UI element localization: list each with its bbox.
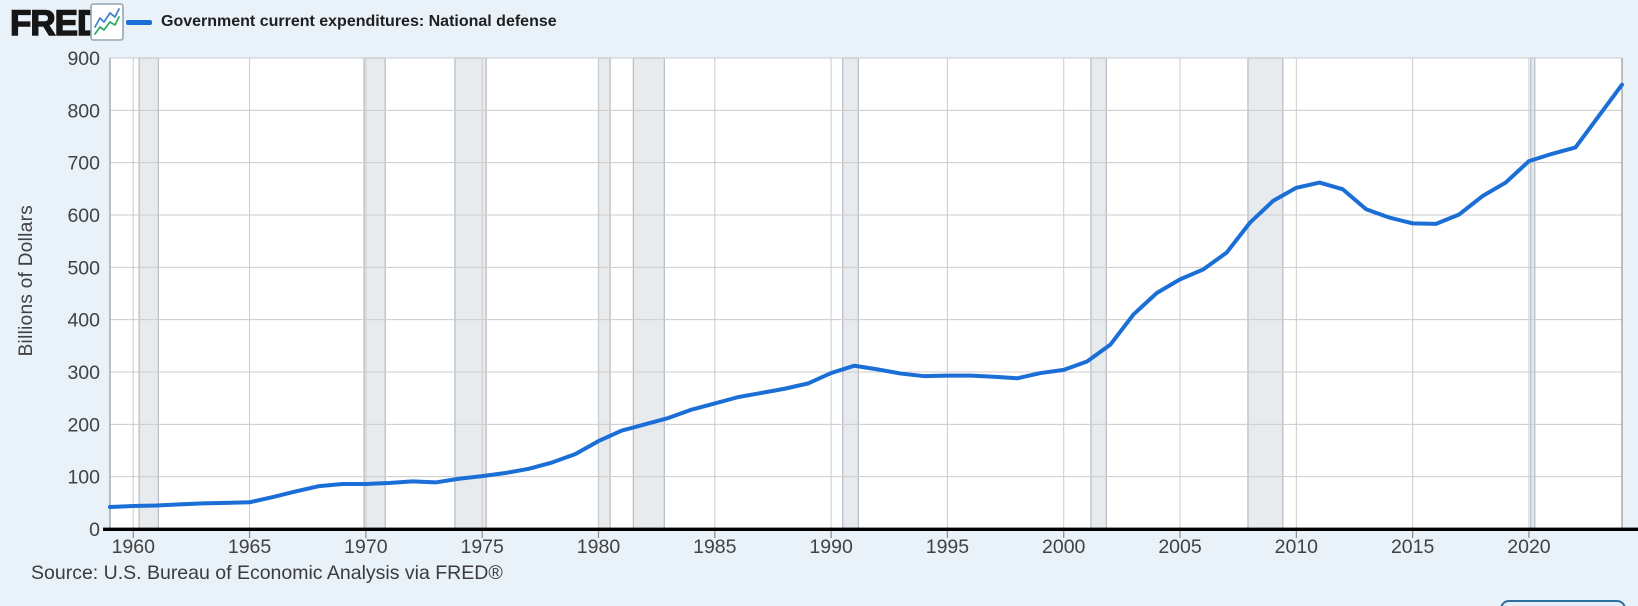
x-tick-label: 1965 [228, 536, 272, 558]
series-legend[interactable]: Government current expenditures: Nationa… [126, 12, 557, 32]
recession-band [1247, 57, 1284, 530]
recession-band [597, 57, 611, 530]
legend-label: Government current expenditures: Nationa… [161, 13, 557, 30]
recession-band [632, 57, 665, 530]
x-tick-label: 2005 [1158, 536, 1202, 558]
fred-chart-icon [90, 3, 124, 41]
y-tick-label: 500 [67, 257, 100, 279]
series-line[interactable] [108, 82, 1624, 510]
recession-band [842, 57, 859, 530]
y-tick-label: 800 [67, 100, 100, 122]
icon-green-line [94, 16, 120, 35]
recession-band [454, 57, 487, 530]
x-tick-label: 2010 [1275, 536, 1319, 558]
y-tick-label: 300 [67, 362, 100, 384]
y-tick-label: 100 [67, 467, 100, 489]
y-tick-label: 0 [89, 519, 100, 541]
embed-button[interactable] [1500, 600, 1626, 606]
x-tick-label: 2015 [1391, 536, 1435, 558]
x-tick-label: 1995 [926, 536, 970, 558]
x-tick-label: 2000 [1042, 536, 1086, 558]
icon-blue-line [94, 8, 120, 28]
x-tick-label: 1990 [809, 536, 853, 558]
recession-band [1090, 57, 1107, 530]
defense-expenditures-chart[interactable]: 0 100 200 300 400 500 600 700 800 900 1960 1965 1970… [0, 0, 1638, 560]
x-tick-label: 1975 [460, 536, 504, 558]
x-axis-line [103, 527, 1638, 531]
plot-area [110, 58, 1622, 529]
y-tick-label: 400 [67, 310, 100, 332]
recession-band [1530, 57, 1536, 530]
x-tick-label: 1985 [693, 536, 737, 558]
x-tick-label: 1960 [112, 536, 156, 558]
x-tick-label: 1970 [344, 536, 388, 558]
y-tick-label: 700 [67, 153, 100, 175]
y-tick-label: 600 [67, 205, 100, 227]
recession-band [138, 57, 159, 530]
x-tick-label: 2020 [1507, 536, 1551, 558]
source-text: Source: U.S. Bureau of Economic Analysis… [31, 562, 503, 584]
legend-line-swatch [126, 19, 152, 25]
y-tick-label: 900 [67, 48, 100, 70]
x-tick-label: 1980 [577, 536, 621, 558]
y-tick-label: 200 [67, 414, 100, 436]
recession-band [363, 57, 386, 530]
